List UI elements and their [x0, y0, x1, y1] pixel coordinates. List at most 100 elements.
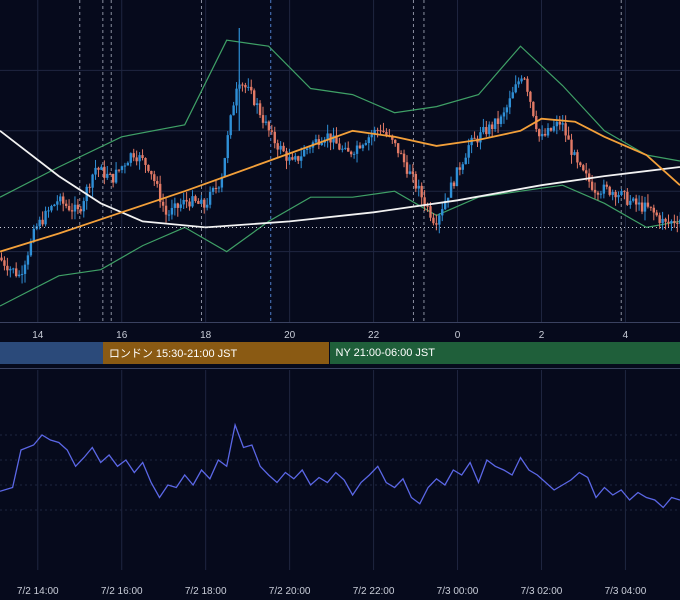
candle-body [443, 200, 447, 210]
candle-body [508, 98, 512, 108]
candle-body [106, 173, 109, 178]
candle-body [620, 190, 623, 196]
candle-body [538, 129, 541, 137]
session-bar [0, 342, 103, 364]
candle-body [267, 121, 271, 131]
candle-body [652, 207, 655, 213]
price-x-ticks: 14 16 18 20 22 0 2 4 [32, 330, 628, 341]
candle-body [567, 135, 570, 140]
candle-body [302, 149, 306, 157]
candle-body [623, 190, 626, 192]
candle-body [482, 127, 485, 133]
candle-body [185, 199, 188, 202]
candle-body [109, 173, 112, 175]
candle-body [364, 143, 368, 145]
candle-body [335, 135, 338, 144]
candle-body [208, 191, 212, 205]
candle-body [288, 157, 291, 161]
candle-body [70, 210, 74, 212]
candle-body [420, 185, 423, 198]
candle-body [47, 210, 50, 212]
candle-body [250, 86, 253, 91]
candle-body [514, 84, 517, 93]
candle-body [97, 167, 100, 170]
candle-body [496, 118, 500, 124]
candle-body [573, 152, 576, 155]
candle-body [399, 153, 403, 155]
candle-body [561, 123, 564, 125]
candle-body [673, 220, 676, 223]
candle-body [226, 135, 229, 159]
candle-body [203, 199, 206, 208]
candle-body [94, 167, 97, 175]
candle-body [20, 273, 24, 275]
candle-body [361, 144, 365, 149]
candle-body [276, 143, 279, 150]
oscillator-x-ticks: 7/2 14:00 7/2 16:00 7/2 18:00 7/2 20:00 7/2 … [17, 586, 647, 597]
candle-body [179, 204, 182, 208]
candle-body [499, 116, 503, 124]
candle-body [676, 222, 679, 224]
candle-body [664, 218, 667, 222]
oscillator-x-tick-label: 7/2 16:00 [101, 586, 143, 597]
candle-body [9, 268, 12, 271]
oscillator-x-tick-label: 7/3 00:00 [437, 586, 479, 597]
candle-body [144, 158, 147, 165]
candle-body [82, 201, 85, 212]
candle-body [12, 268, 15, 270]
candle-body [432, 217, 435, 224]
candle-body [658, 215, 661, 224]
candle-body [611, 192, 614, 195]
candle-body [479, 132, 482, 143]
candle-body [582, 165, 585, 171]
candle-body [279, 145, 282, 150]
candle-body [579, 162, 582, 166]
candle-body [117, 169, 121, 171]
candle-body [461, 164, 465, 170]
candle-body [332, 135, 335, 143]
candle-body [614, 192, 617, 198]
candle-body [308, 147, 312, 149]
candle-body [114, 169, 118, 183]
candle-body [367, 137, 370, 144]
candle-body [341, 148, 344, 150]
candle-body [103, 166, 106, 178]
candle-body [176, 203, 179, 208]
candle-body [596, 192, 600, 195]
candle-body [41, 219, 44, 225]
candle-body [291, 157, 294, 160]
candle-body [355, 145, 359, 154]
candle-body [6, 265, 9, 271]
candle-body [232, 105, 235, 116]
candle-body [634, 198, 638, 205]
candle-body [326, 133, 329, 140]
candle-body [147, 164, 150, 171]
candle-body [91, 174, 94, 188]
candle-body [382, 130, 385, 132]
candle-body [294, 156, 297, 160]
candle-body [467, 145, 470, 158]
price-x-tick-label: 22 [368, 330, 380, 341]
candle-body [188, 201, 191, 207]
oscillator-x-tick-label: 7/3 04:00 [605, 586, 647, 597]
candle-body [120, 166, 124, 170]
candle-body [617, 195, 620, 198]
candle-body [455, 167, 459, 187]
candle-body [197, 200, 200, 204]
candle-body [441, 209, 444, 216]
candle-body [14, 268, 18, 277]
candle-body [79, 209, 83, 212]
candle-body [449, 182, 453, 198]
candle-body [358, 145, 362, 149]
candle-body [667, 221, 670, 224]
candle-body [344, 147, 347, 149]
candle-body [200, 199, 203, 204]
candle-body [396, 143, 400, 154]
candle-body [452, 182, 456, 187]
candle-body [640, 202, 644, 212]
candle-body [564, 123, 567, 136]
bollinger-bands [0, 39, 680, 307]
candle-body [546, 128, 550, 136]
candle-body [252, 90, 256, 105]
candle-body [135, 157, 138, 162]
